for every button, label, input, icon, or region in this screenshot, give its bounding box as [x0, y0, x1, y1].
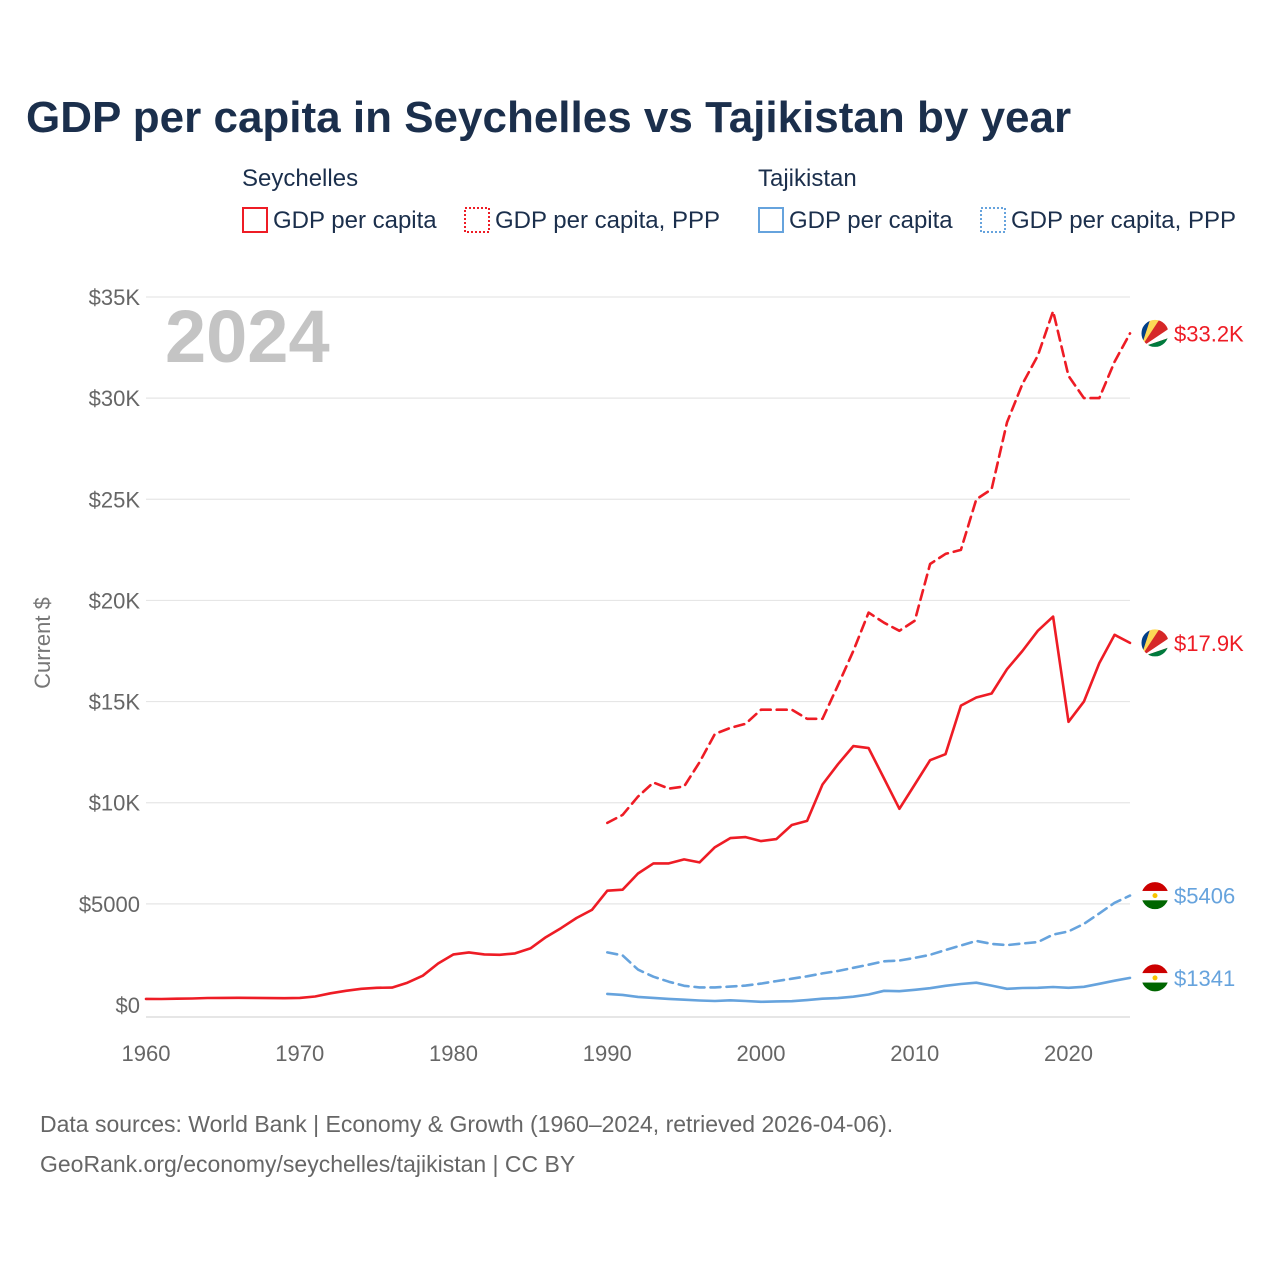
flag-border [1140, 881, 1170, 911]
legend-label-tajikistan-ppp: GDP per capita, PPP [1011, 207, 1236, 234]
y-axis-ticks: $0 $5000 $10K $15K $20K $25K $30K $35K [79, 285, 141, 1018]
flag-band-green [1141, 900, 1169, 910]
y-tick-label: $20K [89, 588, 141, 613]
flag-crown [1152, 975, 1158, 981]
series [144, 309, 1132, 1004]
source-line-2: GeoRank.org/economy/seychelles/tajikista… [40, 1151, 575, 1177]
y-tick-label: $0 [116, 993, 140, 1018]
gridlines [146, 296, 1130, 1018]
flag-band-red [1141, 963, 1169, 974]
end-label-sey_gdp: $17.9K [1174, 631, 1244, 656]
x-tick-label: 2020 [1044, 1041, 1093, 1066]
flag-band-white [1141, 638, 1169, 657]
flag-band-yellow [1141, 319, 1160, 348]
series-line-seychelles-ppp [605, 309, 1132, 825]
y-tick-label: $25K [89, 487, 141, 512]
flag-border [1140, 963, 1170, 993]
y-axis-title: Current $ [30, 597, 55, 689]
end-marker-sey_gdp: $17.9K [1140, 628, 1244, 658]
y-tick-label: $35K [89, 285, 141, 310]
tajikistan-flag-icon [1141, 963, 1169, 992]
tajikistan-flag-icon [1141, 881, 1169, 910]
flag-band-red [1141, 881, 1169, 891]
flag-band-green [1141, 982, 1169, 992]
legend-label-seychelles-gdp: GDP per capita [273, 207, 437, 234]
legend-swatch-seychelles-gdp [242, 207, 268, 233]
legend-group-seychelles: Seychelles [242, 165, 358, 192]
source-line-1: Data sources: World Bank | Economy & Gro… [40, 1111, 893, 1137]
x-tick-label: 1990 [583, 1041, 632, 1066]
flag-crown [1152, 893, 1158, 899]
y-tick-label: $5000 [79, 892, 140, 917]
flag-border [1140, 628, 1170, 658]
x-axis-ticks: 1960 1970 1980 1990 2000 2010 2020 [122, 1041, 1093, 1066]
series-line-seychelles-gdp [144, 615, 1132, 1001]
legend-label-seychelles-ppp: GDP per capita, PPP [495, 207, 720, 234]
legend-group-tajikistan: Tajikistan [758, 165, 857, 192]
end-markers: $33.2K $17.9K $5406 $1341 [1140, 318, 1244, 993]
legend-swatch-tajikistan-ppp [980, 207, 1006, 233]
y-tick-label: $30K [89, 386, 141, 411]
end-marker-taj_gdp: $1341 [1140, 963, 1235, 993]
x-tick-label: 1980 [429, 1041, 478, 1066]
flag-border [1140, 318, 1170, 348]
flag-band-yellow [1141, 628, 1160, 657]
end-marker-sey_ppp: $33.2K [1140, 318, 1244, 348]
end-label-taj_gdp: $1341 [1174, 966, 1235, 991]
end-label-sey_ppp: $33.2K [1174, 321, 1244, 346]
y-tick-label: $10K [89, 791, 141, 816]
end-marker-taj_ppp: $5406 [1140, 881, 1235, 911]
legend: Seychelles GDP per capita GDP per capita… [242, 165, 1236, 234]
year-label: 2024 [165, 295, 330, 378]
y-tick-label: $15K [89, 690, 141, 715]
end-label-taj_ppp: $5406 [1174, 884, 1235, 909]
flag-band-white [1141, 328, 1169, 348]
x-tick-label: 2010 [890, 1041, 939, 1066]
chart-title: GDP per capita in Seychelles vs Tajikist… [26, 93, 1071, 142]
legend-swatch-seychelles-ppp [464, 207, 490, 233]
x-tick-label: 1970 [275, 1041, 324, 1066]
legend-label-tajikistan-gdp: GDP per capita [789, 207, 953, 234]
legend-swatch-tajikistan-gdp [758, 207, 784, 233]
x-tick-label: 2000 [737, 1041, 786, 1066]
series-line-tajikistan-gdp [605, 976, 1132, 1004]
series-line-tajikistan-ppp [605, 894, 1132, 989]
x-tick-label: 1960 [122, 1041, 171, 1066]
